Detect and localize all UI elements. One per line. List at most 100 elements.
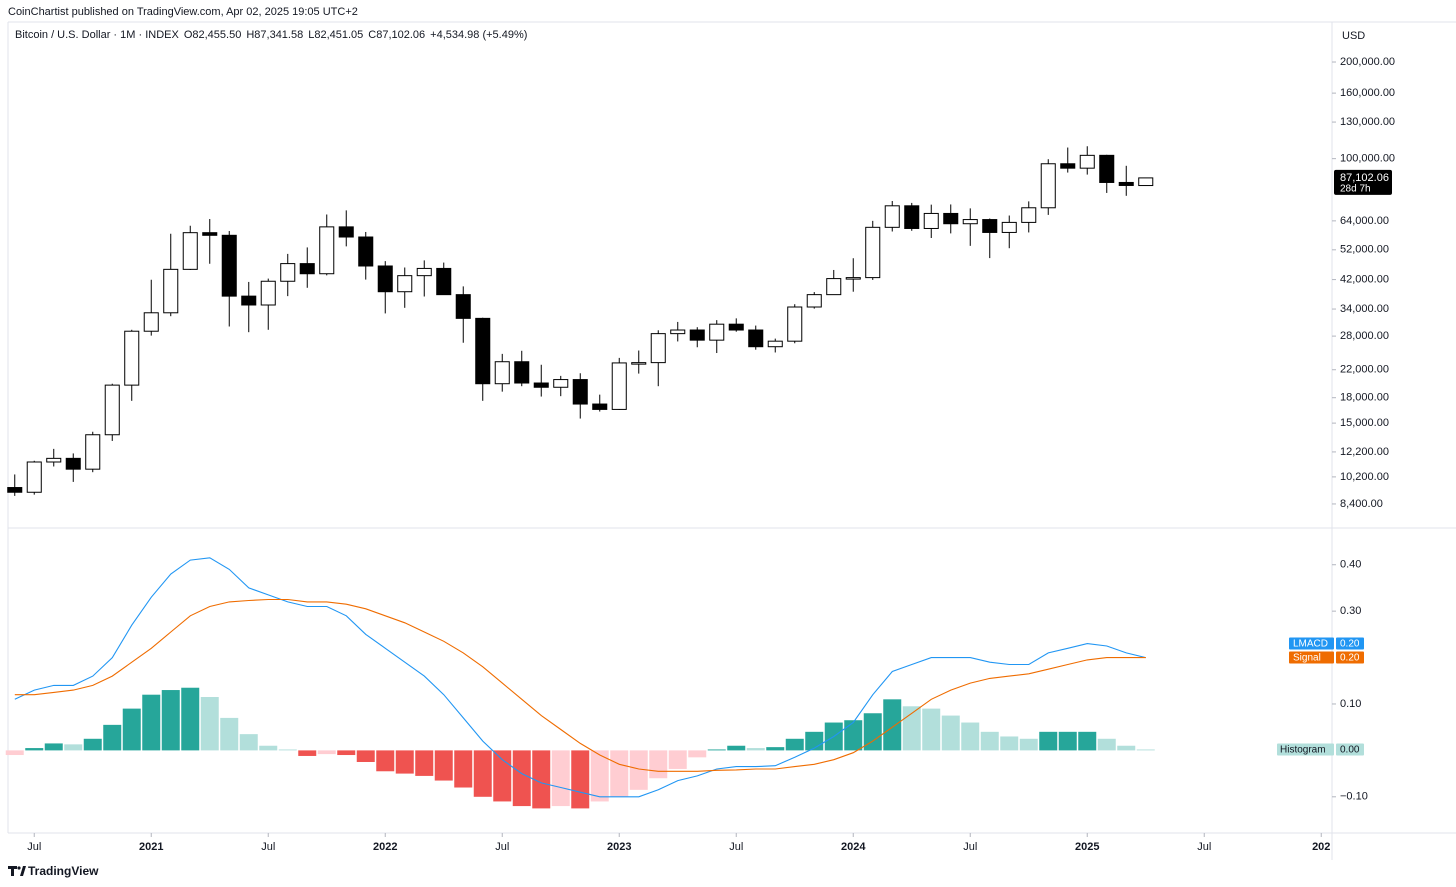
candle-body [241, 295, 257, 306]
histogram-bar [25, 748, 44, 751]
histogram-bar [688, 750, 707, 758]
y-tick-label: 28,000.00 [1340, 330, 1389, 342]
x-tick-label: Jul [1197, 841, 1211, 853]
x-tick-label: 2022 [373, 841, 397, 853]
histogram-bar [1117, 745, 1136, 751]
candle-body [826, 278, 842, 296]
histogram-bar [727, 745, 746, 751]
y-tick-label: 10,200.00 [1340, 471, 1389, 483]
candle-body [182, 232, 198, 270]
legend-tag [1289, 651, 1334, 664]
symbol-title: Bitcoin / U.S. Dollar · 1M · INDEX [15, 29, 179, 41]
candle-body [533, 382, 549, 388]
y-tick-label: 200,000.00 [1340, 56, 1395, 68]
legend-name: LMACD [1293, 639, 1328, 650]
histogram-bar [122, 708, 141, 751]
y-tick-label: 130,000.00 [1340, 116, 1395, 128]
y-tick-label: 34,000.00 [1340, 303, 1389, 315]
histogram-bar [1136, 749, 1155, 751]
y-tick-label: 0.10 [1340, 698, 1361, 710]
histogram-bar [922, 708, 941, 751]
candle-body [865, 226, 881, 279]
histogram-bar [961, 722, 980, 751]
histogram-bar [181, 687, 200, 751]
histogram-bar [844, 720, 863, 751]
histogram-bar [5, 750, 24, 756]
histogram-bar [454, 750, 473, 788]
candle-body [982, 219, 998, 233]
histogram-bar [629, 750, 648, 790]
candle-body [611, 362, 627, 410]
candle-body [494, 361, 510, 385]
histogram-bar [161, 690, 180, 751]
candle-body [65, 457, 81, 470]
candle-body [845, 277, 861, 280]
histogram-bar [1039, 731, 1058, 751]
value-tag-label: 0.00 [1340, 745, 1360, 756]
attribution: CoinChartist published on TradingView.co… [8, 6, 358, 18]
tradingview-logo [8, 866, 26, 876]
candle-body [1079, 154, 1095, 169]
histogram-bar [356, 750, 375, 762]
histogram-bar [83, 738, 102, 751]
candle-body [104, 384, 120, 436]
candle-body [475, 317, 491, 385]
x-tick-label: Jul [27, 841, 41, 853]
candle-body [46, 457, 62, 463]
histogram-bar [44, 743, 63, 751]
histogram-bar [941, 715, 960, 751]
ohlc-value: 87,102.06 [376, 29, 425, 41]
histogram-bar [434, 750, 453, 781]
candle-body [689, 329, 705, 341]
candle-body [553, 379, 569, 388]
y-tick-label: 12,200.00 [1340, 446, 1389, 458]
candle-body [338, 226, 354, 238]
histogram-bar [1097, 738, 1116, 751]
change-label: +4,534.98 (+5.49%) [430, 29, 527, 41]
value-tag-label: 0.20 [1340, 653, 1360, 664]
candle-body [416, 267, 432, 277]
histogram-bar [415, 750, 434, 776]
y-tick-label: 0.30 [1340, 605, 1361, 617]
candle-body [650, 333, 666, 364]
y-tick-label: 15,000.00 [1340, 417, 1389, 429]
ohlc-letter: L [308, 29, 314, 41]
histogram-bar [493, 750, 512, 802]
candle-body [85, 434, 101, 470]
candle-body [787, 306, 803, 342]
x-tick-label: Jul [261, 841, 275, 853]
candle-body [26, 461, 42, 493]
candle-body [280, 263, 296, 282]
legend-name: Signal [1293, 653, 1321, 664]
x-tick-label: 2021 [139, 841, 163, 853]
histogram-bar [863, 713, 882, 751]
symbol-legend: Bitcoin / U.S. Dollar · 1M · INDEX O82,45… [15, 29, 527, 41]
candle-body [1001, 221, 1017, 233]
histogram-bar [1019, 738, 1038, 751]
indicator-line [14, 557, 1146, 798]
legend-tag [1277, 743, 1334, 756]
candle-body [904, 205, 920, 229]
candle-body [806, 294, 822, 308]
histogram-bar [103, 724, 122, 751]
candle-body [124, 330, 140, 386]
candle-body [728, 323, 744, 331]
candle-body [943, 212, 959, 225]
histogram-bar [395, 750, 414, 774]
candle-body [319, 226, 335, 275]
y-tick-label: 18,000.00 [1340, 392, 1389, 404]
y-tick-label: 8,400.00 [1340, 498, 1383, 510]
histogram-bar [200, 697, 219, 751]
candle-body [709, 323, 725, 341]
candle-body [1118, 181, 1134, 186]
candle-body [143, 312, 159, 332]
y-tick-label: 0.40 [1340, 559, 1361, 571]
histogram-bar [668, 750, 687, 769]
candle-body [455, 294, 471, 319]
y-tick-label: 64,000.00 [1340, 215, 1389, 227]
histogram-bar [1058, 731, 1077, 751]
histogram-bar [142, 694, 161, 751]
x-tick-label: Jul [729, 841, 743, 853]
candle-body [377, 265, 393, 293]
